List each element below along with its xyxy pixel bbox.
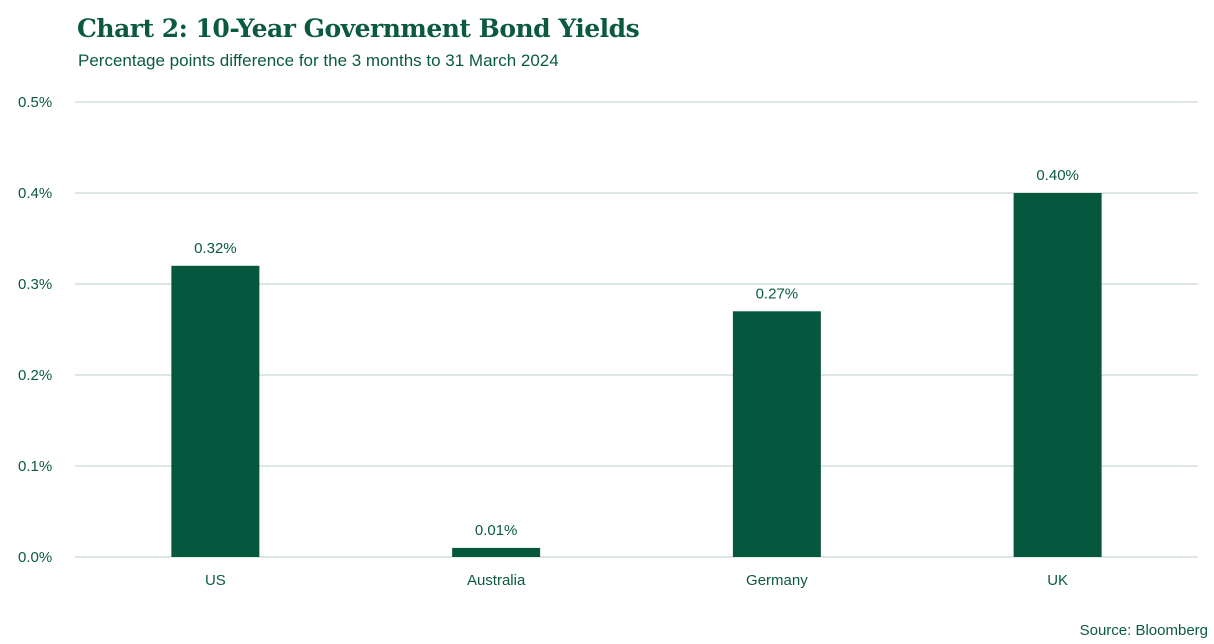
y-tick-label: 0.1% <box>18 458 52 475</box>
data-label: 0.32% <box>194 240 237 257</box>
bar <box>1013 193 1102 557</box>
source-note: Source: Bloomberg <box>1079 622 1208 639</box>
x-tick-label: Australia <box>467 572 526 589</box>
bar <box>732 311 821 557</box>
bar <box>452 547 541 557</box>
data-label: 0.01% <box>475 522 518 539</box>
bar <box>171 265 260 557</box>
x-tick-label: Germany <box>746 572 808 589</box>
x-tick-label: US <box>205 572 226 589</box>
y-tick-label: 0.2% <box>18 367 52 384</box>
y-tick-label: 0.3% <box>18 276 52 293</box>
chart-subtitle: Percentage points difference for the 3 m… <box>78 51 559 70</box>
y-tick-label: 0.0% <box>18 549 52 566</box>
data-label: 0.40% <box>1036 167 1079 184</box>
data-label: 0.27% <box>756 285 799 302</box>
y-tick-label: 0.4% <box>18 185 52 202</box>
chart-title: Chart 2: 10-Year Government Bond Yields <box>77 14 640 43</box>
x-tick-label: UK <box>1047 572 1068 589</box>
y-tick-label: 0.5% <box>18 94 52 111</box>
